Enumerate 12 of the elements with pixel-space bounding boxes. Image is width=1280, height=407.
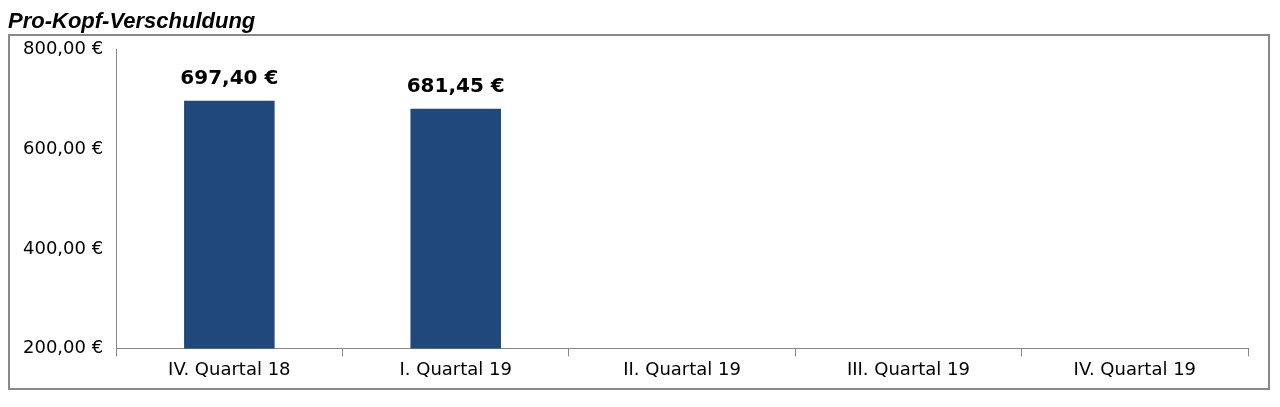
y-tick-label: 800,00 €	[23, 37, 104, 59]
y-tick-label: 200,00 €	[23, 336, 104, 358]
x-tick-label: IV. Quartal 19	[1073, 357, 1197, 379]
x-tick-label: II. Quartal 19	[623, 357, 741, 379]
data-label: 681,45 €	[406, 73, 505, 97]
y-tick-label: 400,00 €	[23, 236, 104, 258]
x-tick-label: III. Quartal 19	[846, 357, 970, 379]
y-tick-label: 600,00 €	[23, 137, 104, 159]
data-label: 697,40 €	[180, 65, 279, 90]
x-tick-label: IV. Quartal 18	[168, 357, 291, 379]
chart-title: Pro-Kopf-Verschuldung	[8, 8, 257, 34]
x-tick-label: I. Quartal 19	[399, 357, 512, 379]
